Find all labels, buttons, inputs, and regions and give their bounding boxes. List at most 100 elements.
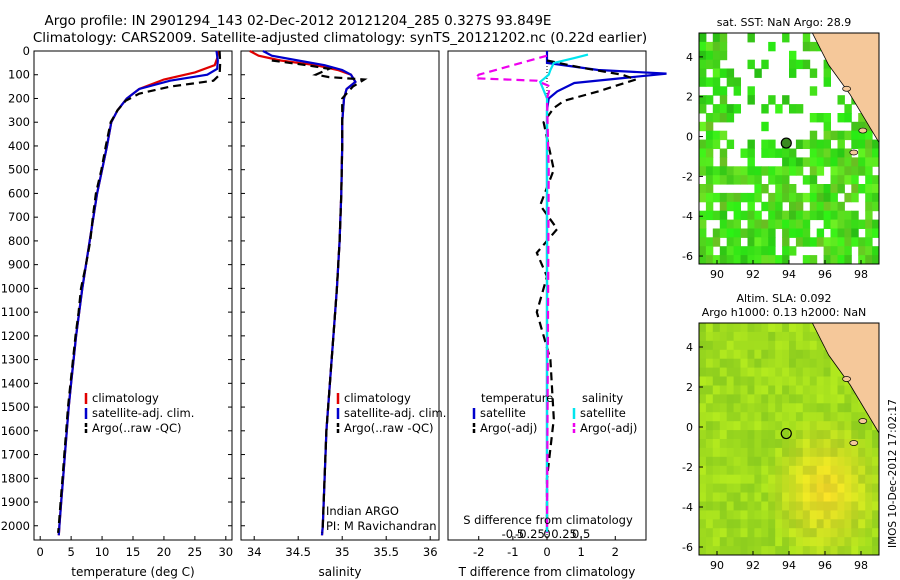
map-cell [802,255,811,265]
temperature-tick-label: 20 [157,545,172,559]
map-cell [747,192,755,203]
map-cell [726,139,735,149]
map-cell [712,86,721,96]
map-cell [775,528,783,538]
difference-tick-label: -2 [473,545,484,559]
map-cell [733,394,741,404]
map-cell [851,421,859,431]
map-cell [851,465,859,476]
pi-label: PI: M Ravichandran [326,519,437,533]
map-cell [768,358,776,369]
map-cell [795,510,804,520]
map-cell [789,104,797,114]
map-cell [802,237,811,247]
map-cell [712,358,721,369]
map-cell [719,130,728,141]
map-cell [699,228,707,238]
map-cell [837,175,845,185]
map-cell [712,237,721,247]
map-cell [712,255,721,265]
map-cell [782,340,790,351]
map-cell [719,430,728,440]
map-cell [844,210,852,221]
map-cell [844,130,852,141]
map-cell [844,104,852,114]
map-cell [844,412,852,422]
map-cell [789,201,797,212]
map-lat-label: 2 [686,91,693,104]
map-cell [775,255,783,265]
argo-float-marker [780,427,792,440]
map-cell [802,456,811,467]
map-cell [705,394,714,404]
map-cell [802,358,811,369]
difference-legend: temperature salinitysatelliteArgo(-adj)sa… [472,391,637,435]
map-cell [705,439,714,449]
map-cell [761,492,769,502]
map-cell [747,546,755,556]
map-cell [858,537,866,547]
map-cell [802,394,811,404]
map-cell [740,210,748,221]
salinity-tick-label: 35.5 [373,545,399,559]
map-cell [816,340,825,351]
map-cell [830,456,838,467]
map-cell [712,519,721,529]
map-cell [712,501,721,511]
map-cell [712,421,721,431]
map-cell [830,528,838,538]
map-cell [851,456,859,467]
map-cell [782,483,790,493]
map-cell [858,412,866,422]
map-cell [761,59,769,70]
map-cell [823,246,831,256]
map-cell [837,166,845,176]
map-cell [719,41,728,52]
map-cell [830,148,838,158]
map-cell [851,139,859,149]
map-cell [719,376,728,386]
map-cell [768,201,776,212]
map-lon-label: 90 [710,559,724,572]
map-cell [740,456,748,467]
map-cell [726,358,735,369]
map-cell [699,166,707,176]
map-cell [865,474,873,485]
depth-tick-label: 1300 [1,353,30,367]
map-cell [872,184,880,194]
map-cell [768,237,776,247]
map-cell [809,166,818,176]
map-cell [858,421,866,431]
map-cell [837,237,845,247]
map-cell [740,447,748,458]
map-cell [761,166,769,176]
map-cell [740,439,748,449]
difference-tick-label: 2 [612,545,619,559]
map-cell [754,166,762,176]
map-cell [802,157,811,167]
map-cell [699,95,707,105]
map-cell [754,456,762,467]
map-cell [740,192,748,203]
island [849,149,859,156]
map-cell [872,148,880,158]
map-cell [699,323,707,333]
map-cell [816,447,825,458]
map-cell [754,358,762,369]
map-cell [754,474,762,485]
island [849,440,859,446]
map-cell [802,439,811,449]
map-cell [802,385,811,395]
map-cell [858,166,866,176]
map-cell [830,201,838,212]
map-cell [705,331,714,342]
map-cell [754,537,762,547]
map-cell [837,537,845,547]
map-cell [726,175,735,185]
map-cell [705,421,714,431]
map-cell [740,166,748,176]
map-cell [761,421,769,431]
map-cell [809,139,818,149]
map-cell [733,367,741,377]
map-cell [795,323,804,333]
